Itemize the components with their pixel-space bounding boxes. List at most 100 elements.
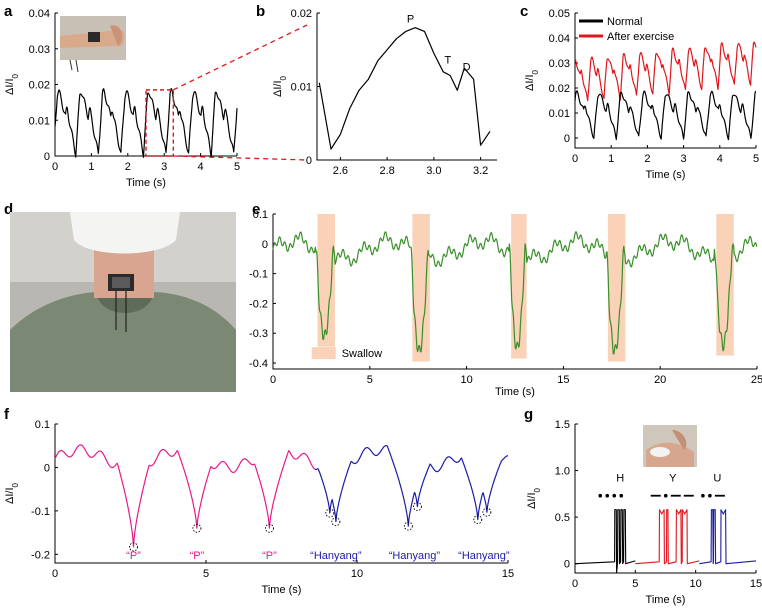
zoom-line-bottom <box>173 155 308 161</box>
morse-dot <box>612 493 617 498</box>
x-axis-label: Time (s) <box>646 594 686 606</box>
y-tick-label: 0.03 <box>549 58 570 70</box>
x-tick-label: 5 <box>203 568 209 580</box>
panel-label-b: b <box>256 3 265 20</box>
x-tick-label: 2.6 <box>333 165 348 177</box>
word-label: “P” <box>190 550 205 562</box>
panel-label-d: d <box>4 201 13 218</box>
word-label: “P” <box>262 550 277 562</box>
x-tick-label: 0 <box>52 161 58 173</box>
x-tick-label: 2.8 <box>379 165 394 177</box>
y-axis-label: ΔI/I0 <box>4 482 20 504</box>
x-axis-label: Time (s) <box>126 177 166 189</box>
swallow-region <box>716 214 734 356</box>
x-tick-label: 5 <box>234 161 240 173</box>
y-tick-label: 0.01 <box>549 108 570 120</box>
x-tick-label: 3.0 <box>426 165 441 177</box>
axis-frame <box>316 13 497 161</box>
y-tick-label: -0.1 <box>249 269 268 281</box>
morse-letter: H <box>616 473 624 485</box>
legend-label: After exercise <box>607 31 674 43</box>
annotation-label: D <box>463 61 471 73</box>
minimum-marker <box>325 508 335 518</box>
series-line-y <box>635 509 700 565</box>
y-tick-label: 0 <box>262 239 268 251</box>
series-line-p <box>54 444 316 548</box>
wrist-tap-photo <box>643 425 697 467</box>
morse-dot <box>708 493 712 498</box>
morse-dot <box>701 493 705 498</box>
y-axis-label: ΔI/I0 <box>4 73 20 95</box>
chart-a: 0 1 2 3 4 5 0 0.01 0.02 0.03 0.04 Time (s) ΔI/I0 <box>4 8 240 189</box>
y-tick-label: 0.02 <box>29 80 50 92</box>
minimum-marker <box>331 517 341 527</box>
y-tick-label: 0 <box>44 151 50 163</box>
y-tick-label: 1.0 <box>555 466 570 478</box>
morse-dot <box>619 493 624 498</box>
series-line-h <box>574 509 636 574</box>
y-tick-label: 0.1 <box>253 209 268 221</box>
x-tick-label: 5 <box>753 153 759 165</box>
x-tick-label: 25 <box>751 374 762 386</box>
x-tick-label: 20 <box>654 374 666 386</box>
y-axis-label: ΔI/I0 <box>524 69 540 91</box>
x-tick-label: 0 <box>572 153 578 165</box>
y-tick-label: -0.2 <box>31 549 50 561</box>
swallow-region <box>511 214 527 359</box>
legend-swatch <box>311 347 336 360</box>
x-tick-label: 10 <box>351 568 363 580</box>
word-label: “Hanyang” <box>310 550 362 562</box>
minimum-marker <box>192 523 202 533</box>
x-axis-label: Time (s) <box>262 584 302 596</box>
y-tick-label: 0 <box>564 559 570 571</box>
x-tick-label: 5 <box>632 578 638 590</box>
y-axis-label-subscript: 0 <box>11 482 20 487</box>
y-axis-label-subscript: 0 <box>533 487 542 492</box>
x-tick-label: 4 <box>717 153 723 165</box>
x-tick-label: 2 <box>125 161 131 173</box>
x-tick-label: 15 <box>557 374 569 386</box>
y-tick-label: 1.5 <box>555 419 570 431</box>
y-tick-label: 0.04 <box>549 33 570 45</box>
wrist-sensor-photo <box>60 16 126 73</box>
y-axis-label: ΔI/I0 <box>272 75 288 97</box>
panel-label-a: a <box>4 3 13 20</box>
zoom-connector-lines <box>173 24 308 161</box>
minimum-marker <box>129 542 138 552</box>
y-tick-label: 0.04 <box>29 8 50 20</box>
legend-label: Swallow <box>342 348 382 360</box>
y-axis-label-subscript: 0 <box>11 73 20 78</box>
x-axis-label: Time (s) <box>646 169 686 181</box>
minimum-marker <box>412 502 422 511</box>
x-tick-label: 15 <box>750 578 762 590</box>
morse-dot <box>605 493 610 498</box>
y-tick-label: -0.3 <box>249 328 268 340</box>
morse-letter: U <box>713 473 721 485</box>
legend-label: Normal <box>607 16 642 28</box>
series-line-normal <box>574 90 757 141</box>
word-label: “P” <box>126 550 141 562</box>
y-tick-label: 0.01 <box>291 82 312 94</box>
x-tick-label: 3 <box>681 153 687 165</box>
x-tick-label: 3 <box>161 161 167 173</box>
y-tick-label: 0.02 <box>291 8 312 20</box>
y-tick-label: 0 <box>306 155 312 167</box>
x-tick-label: 1 <box>88 161 94 173</box>
y-tick-label: -0.2 <box>249 298 268 310</box>
annotation-label: T <box>445 55 452 67</box>
panel-label-c: c <box>520 3 528 20</box>
minimum-marker <box>403 521 413 531</box>
x-tick-label: 1 <box>608 153 614 165</box>
series-line-b <box>318 27 491 150</box>
series-line-u <box>699 509 757 565</box>
series-line-e <box>272 231 758 355</box>
annotation-label: P <box>407 13 414 25</box>
y-axis-label: ΔI/I0 <box>526 487 542 509</box>
x-axis-label: Time (s) <box>495 386 535 398</box>
chart-c: 0 1 2 3 4 5 0 0.01 0.02 0.03 0.04 0.05 Time (s) ΔI/I0… <box>524 8 759 181</box>
chart-g: 0 5 10 15 0 0.5 1.0 1.5 Time (s) ΔI/I0 H Y U <box>526 419 762 606</box>
x-tick-label: 0 <box>270 374 276 386</box>
